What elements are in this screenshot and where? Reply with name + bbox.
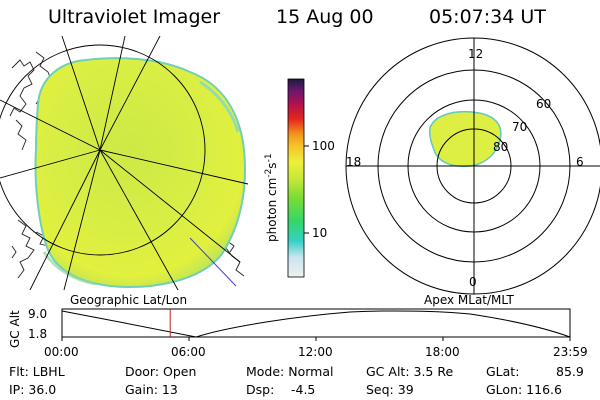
- mlt-label-6: 6: [576, 155, 584, 169]
- timeline-tick-1: 06:00: [171, 345, 206, 359]
- mlat-label-80: 80: [493, 140, 509, 154]
- altitude-curve: [61, 310, 571, 338]
- timeline-y-top: 9.0: [28, 307, 48, 321]
- date-label: 15 Aug 00: [276, 6, 374, 28]
- ip-info: IP: 36.0: [9, 382, 57, 397]
- gc-alt-info: GC Alt: 3.5 Re: [366, 364, 454, 379]
- terminator-line: [189, 237, 237, 287]
- auroral-oval: [429, 110, 502, 168]
- timeline-y-bottom: 1.8: [28, 327, 48, 341]
- timeline-ylabel: GC Alt: [8, 310, 22, 348]
- glon-info: GLon: 116.6: [486, 382, 562, 397]
- seq-info: Seq: 39: [366, 382, 414, 397]
- dsp-value: -4.5: [291, 382, 316, 397]
- geographic-panel: [0, 36, 249, 290]
- uvi-image-disk: [34, 57, 247, 288]
- instrument-title: Ultraviolet Imager: [48, 6, 221, 28]
- timeline-tick-0: 00:00: [44, 345, 79, 359]
- colorbar-unit-label: photon cm-2s-1: [264, 153, 279, 242]
- timeline-tick-2: 12:00: [298, 345, 333, 359]
- geographic-caption: Geographic Lat/Lon: [70, 293, 188, 307]
- door-info: Door: Open: [125, 364, 197, 379]
- colorbar-tick-100: 100: [312, 139, 335, 153]
- time-label: 05:07:34 UT: [429, 6, 546, 28]
- mlat-label-70: 70: [512, 120, 528, 134]
- glat-value: 85.9: [556, 364, 584, 379]
- polar-panel: [345, 37, 600, 295]
- colorbar-tick-10: 10: [312, 226, 328, 240]
- geo-grid: [0, 36, 249, 290]
- mlat-label-60: 60: [536, 97, 552, 111]
- mlt-label-0: 0: [469, 275, 477, 289]
- timeline-tick-4: 23:59: [553, 345, 588, 359]
- mode-info: Mode: Normal: [246, 364, 334, 379]
- timeline-panel: [61, 308, 571, 341]
- glat-info: GLat:: [486, 364, 520, 379]
- apex-caption: Apex MLat/MLT: [424, 293, 514, 307]
- gain-info: Gain: 13: [125, 382, 178, 397]
- colorbar: [287, 78, 309, 278]
- mlt-label-12: 12: [468, 47, 484, 61]
- dsp-info: Dsp:: [246, 382, 275, 397]
- filter-info: Flt: LBHL: [9, 364, 65, 379]
- mlt-label-18: 18: [346, 155, 362, 169]
- timeline-tick-3: 18:00: [425, 345, 460, 359]
